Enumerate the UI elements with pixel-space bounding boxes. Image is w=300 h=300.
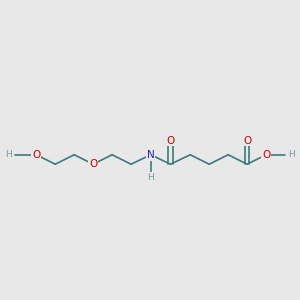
Text: H: H — [147, 173, 154, 182]
Text: H: H — [288, 150, 295, 159]
Text: O: O — [243, 136, 251, 146]
Text: O: O — [89, 159, 97, 169]
Text: O: O — [262, 150, 270, 160]
Text: H: H — [5, 150, 12, 159]
Text: O: O — [32, 150, 41, 160]
Text: N: N — [147, 150, 155, 160]
Text: O: O — [167, 136, 175, 146]
